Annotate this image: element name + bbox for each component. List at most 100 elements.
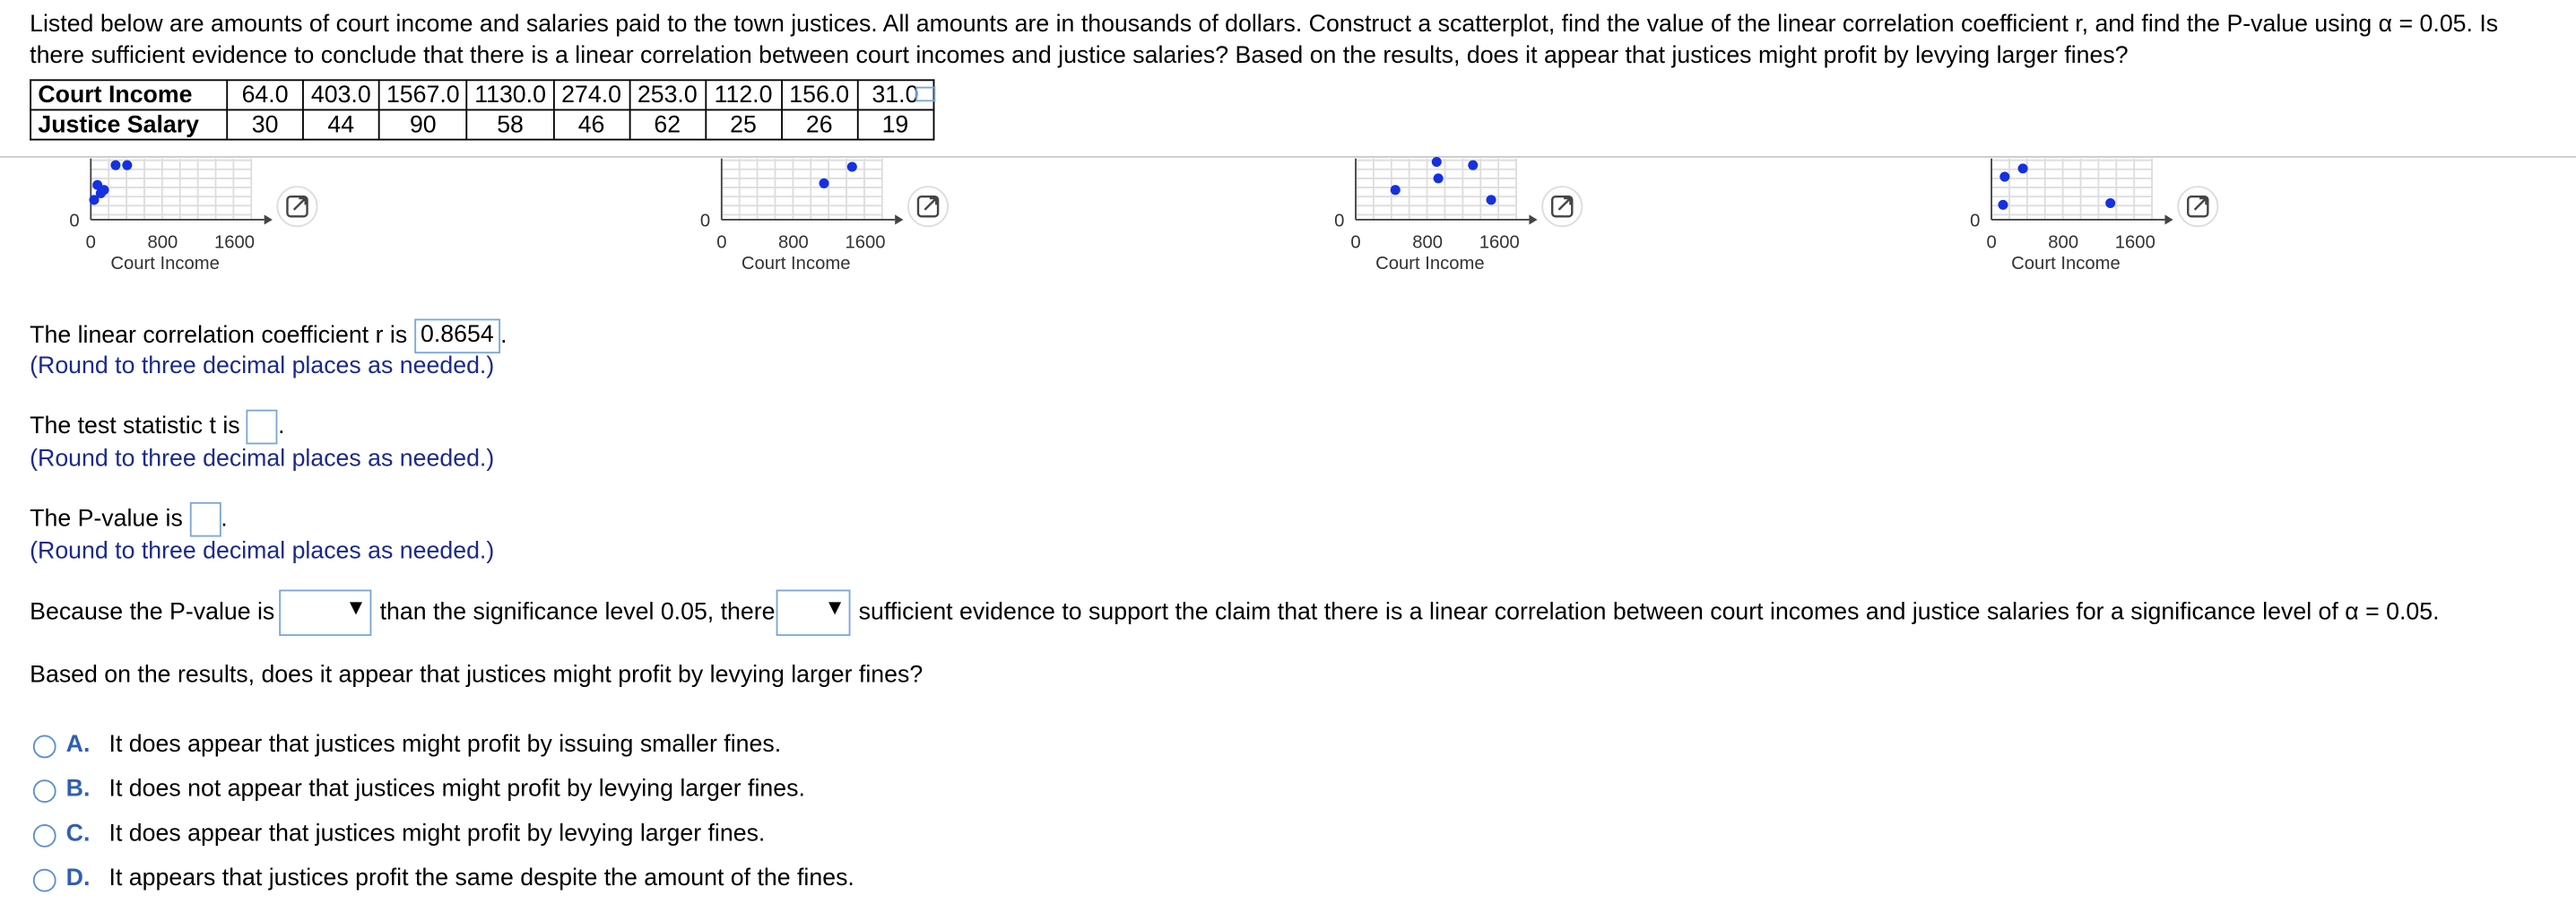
table-cell: 90 (377, 109, 468, 141)
x-tick-label: 1600 (214, 232, 255, 252)
x-tick-label: 0 (86, 232, 96, 252)
round-note: (Round to three decimal places as needed… (30, 446, 495, 473)
option-letter: D. (65, 865, 91, 892)
conclusion-1: Because the P-value is (30, 599, 275, 627)
point (95, 187, 106, 199)
table-cell: 31.0 (856, 79, 934, 111)
x-axis-label: Court Income (1375, 254, 1485, 274)
point (2105, 198, 2116, 209)
point (89, 195, 100, 205)
table-row: Justice Salary 30 44 90 58 46 62 25 26 19 (30, 109, 934, 141)
x-tick-label: 800 (1412, 232, 1443, 252)
table-cell: 1130.0 (466, 79, 555, 111)
expand-icon (1557, 196, 1572, 211)
dropdown[interactable]: ▼ (776, 589, 851, 637)
question-text: Listed below are amounts of court income… (30, 11, 2499, 69)
t-prompt: The test statistic t is (30, 413, 240, 440)
option-text[interactable]: It does appear that justices might profi… (108, 821, 766, 848)
y-tick-label: 0 (69, 211, 79, 230)
r-line: The linear correlation coefficient r is … (30, 318, 507, 354)
point (1468, 160, 1479, 170)
option-letter: C. (65, 821, 91, 848)
option-letter: B. (65, 776, 91, 804)
expand-icon (1551, 195, 1574, 218)
table-cell: 30 (226, 109, 304, 141)
t-line: The test statistic t is . (30, 409, 284, 445)
radio-button[interactable] (32, 735, 56, 759)
p-input[interactable] (189, 501, 221, 537)
expand-icon (2193, 196, 2207, 211)
row-header: Court Income (30, 79, 229, 111)
point (1998, 199, 2008, 210)
axis-arrow (2164, 214, 2173, 225)
point (1486, 195, 1496, 205)
conclusion-2: than the significance level 0.05, there (379, 599, 776, 627)
round-note: (Round to three decimal places as needed… (30, 353, 495, 380)
radio-button[interactable] (32, 824, 56, 848)
dropdown[interactable]: ▼ (279, 589, 372, 637)
x-tick-label: 1600 (2115, 232, 2155, 252)
x-tick-label: 0 (716, 232, 726, 252)
question-2: Based on the results, does it appear tha… (30, 662, 924, 689)
table-cell: 19 (856, 109, 934, 141)
point (846, 161, 857, 172)
row-header: Justice Salary (30, 109, 229, 141)
round-note: (Round to three decimal places as needed… (30, 538, 495, 565)
r-input[interactable]: 0.8654 (413, 318, 501, 354)
x-axis-label: Court Income (2011, 254, 2121, 274)
table-cell: 274.0 (552, 79, 630, 111)
y-tick-label: 0 (700, 211, 710, 230)
table-cell: 46 (552, 109, 630, 141)
axis-arrow (264, 214, 273, 225)
x-tick-label: 0 (1350, 232, 1360, 252)
table-cell: 62 (629, 109, 707, 141)
point (1431, 156, 1442, 168)
data-table: Court Income 64.0 403.0 1567.0 1130.0 274.0 25… (30, 79, 934, 141)
y-tick-label: 0 (1970, 211, 1980, 230)
point (1390, 185, 1401, 196)
option-text[interactable]: It appears that justices profit the same… (108, 865, 854, 892)
option-text[interactable]: It does appear that justices might profi… (108, 731, 782, 759)
x-axis-label: Court Income (742, 254, 851, 274)
table-cell: 58 (466, 109, 555, 141)
table-cell: 25 (704, 109, 783, 141)
t-input[interactable] (247, 409, 279, 445)
x-tick-label: 800 (2048, 232, 2078, 252)
expand-icon (916, 195, 940, 218)
axis-arrow (895, 214, 904, 225)
point (1999, 171, 2010, 182)
axis-arrow (1529, 214, 1538, 225)
x-tick-label: 1600 (846, 232, 886, 252)
expand-icon (286, 195, 308, 218)
x-axis-label: Court Income (110, 254, 220, 274)
p-line: The P-value is . (30, 501, 228, 537)
r-prompt: The linear correlation coefficient r is (30, 322, 408, 350)
point (122, 160, 133, 170)
table-cell: 112.0 (704, 79, 783, 111)
expand-icon (924, 196, 938, 211)
option-text[interactable]: It does not appear that justices might p… (108, 776, 805, 804)
p-prompt: The P-value is (30, 506, 183, 533)
point (2017, 163, 2028, 174)
conclusion-3: sufficient evidence to support the claim… (858, 599, 2440, 627)
y-tick-label: 0 (1334, 211, 1344, 230)
point (1433, 173, 1444, 184)
point (819, 178, 829, 188)
x-tick-label: 800 (778, 232, 809, 252)
option-letter: A. (65, 731, 91, 759)
expand-icon (292, 196, 307, 211)
radio-button[interactable] (32, 868, 56, 892)
point (110, 160, 121, 170)
radio-button[interactable] (32, 779, 56, 804)
expand-icon (2187, 195, 2209, 218)
table-cell: 44 (302, 109, 380, 141)
copy-icon[interactable] (915, 86, 936, 102)
table-row: Court Income 64.0 403.0 1567.0 1130.0 274.0 25… (30, 79, 934, 111)
